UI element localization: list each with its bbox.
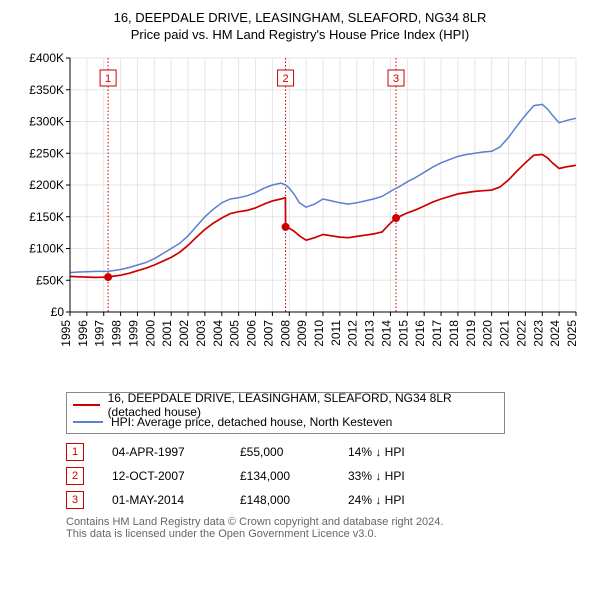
chart-container: 16, DEEPDALE DRIVE, LEASINGHAM, SLEAFORD… (0, 0, 600, 544)
svg-text:2003: 2003 (194, 320, 208, 347)
svg-text:2013: 2013 (363, 320, 377, 347)
svg-text:1997: 1997 (93, 320, 107, 347)
svg-text:2009: 2009 (295, 320, 309, 347)
event-marker-icon: 1 (66, 443, 84, 461)
svg-text:1998: 1998 (110, 320, 124, 347)
svg-text:2004: 2004 (211, 320, 225, 347)
event-diff: 14% ↓ HPI (348, 445, 458, 459)
event-diff: 33% ↓ HPI (348, 469, 458, 483)
svg-text:1: 1 (105, 73, 111, 85)
event-date: 01-MAY-2014 (112, 493, 212, 507)
svg-text:1999: 1999 (126, 320, 140, 347)
svg-text:£50K: £50K (36, 273, 64, 287)
legend-swatch (73, 404, 100, 406)
svg-text:2015: 2015 (396, 320, 410, 347)
svg-text:2008: 2008 (278, 320, 292, 347)
event-marker-icon: 3 (66, 491, 84, 509)
legend-swatch (73, 421, 103, 423)
svg-text:2010: 2010 (312, 320, 326, 347)
event-row: 1 04-APR-1997 £55,000 14% ↓ HPI (66, 440, 582, 464)
chart-title: 16, DEEPDALE DRIVE, LEASINGHAM, SLEAFORD… (18, 10, 582, 25)
svg-text:2016: 2016 (413, 320, 427, 347)
svg-text:2012: 2012 (346, 320, 360, 347)
svg-text:£100K: £100K (29, 242, 64, 256)
event-row: 3 01-MAY-2014 £148,000 24% ↓ HPI (66, 488, 582, 512)
event-date: 04-APR-1997 (112, 445, 212, 459)
event-row: 2 12-OCT-2007 £134,000 33% ↓ HPI (66, 464, 582, 488)
event-table: 1 04-APR-1997 £55,000 14% ↓ HPI 2 12-OCT-2007… (66, 440, 582, 512)
svg-text:3: 3 (393, 73, 399, 85)
svg-text:2005: 2005 (228, 320, 242, 347)
svg-text:2020: 2020 (481, 320, 495, 347)
event-price: £55,000 (240, 445, 320, 459)
svg-text:£0: £0 (51, 305, 65, 319)
event-diff: 24% ↓ HPI (348, 493, 458, 507)
svg-text:1995: 1995 (59, 320, 73, 347)
svg-text:£250K: £250K (29, 146, 64, 160)
footnote-line: Contains HM Land Registry data © Crown c… (66, 516, 582, 528)
chart-subtitle: Price paid vs. HM Land Registry's House … (18, 27, 582, 42)
svg-text:2014: 2014 (379, 320, 393, 347)
svg-text:2022: 2022 (514, 320, 528, 347)
svg-text:1996: 1996 (76, 320, 90, 347)
svg-text:£400K: £400K (29, 51, 64, 65)
event-price: £148,000 (240, 493, 320, 507)
line-chart: £0 £50K £100K £150K £200K £250K £300K £350K £400… (18, 50, 582, 380)
svg-text:2: 2 (282, 73, 288, 85)
event-date: 12-OCT-2007 (112, 469, 212, 483)
svg-text:£350K: £350K (29, 83, 64, 97)
footnote: Contains HM Land Registry data © Crown c… (66, 516, 582, 540)
chart-area: £0 £50K £100K £150K £200K £250K £300K £350K £400… (18, 50, 582, 380)
event-price: £134,000 (240, 469, 320, 483)
svg-text:2017: 2017 (430, 320, 444, 347)
svg-text:2021: 2021 (498, 320, 512, 347)
svg-text:2002: 2002 (177, 320, 191, 347)
svg-text:2023: 2023 (531, 320, 545, 347)
svg-text:£200K: £200K (29, 178, 64, 192)
svg-text:£300K: £300K (29, 115, 64, 129)
legend-item: 16, DEEPDALE DRIVE, LEASINGHAM, SLEAFORD… (73, 396, 498, 413)
legend: 16, DEEPDALE DRIVE, LEASINGHAM, SLEAFORD… (66, 392, 505, 434)
event-marker-icon: 2 (66, 467, 84, 485)
svg-text:2006: 2006 (245, 320, 259, 347)
svg-text:2018: 2018 (447, 320, 461, 347)
svg-text:2011: 2011 (329, 320, 343, 346)
legend-label: HPI: Average price, detached house, Nort… (111, 415, 392, 429)
svg-text:2024: 2024 (548, 320, 562, 347)
svg-text:2019: 2019 (464, 320, 478, 347)
svg-text:2025: 2025 (565, 320, 579, 347)
svg-text:2000: 2000 (143, 320, 157, 347)
svg-text:2001: 2001 (160, 320, 174, 347)
footnote-line: This data is licensed under the Open Gov… (66, 528, 582, 540)
svg-text:£150K: £150K (29, 210, 64, 224)
svg-text:2007: 2007 (261, 320, 275, 347)
